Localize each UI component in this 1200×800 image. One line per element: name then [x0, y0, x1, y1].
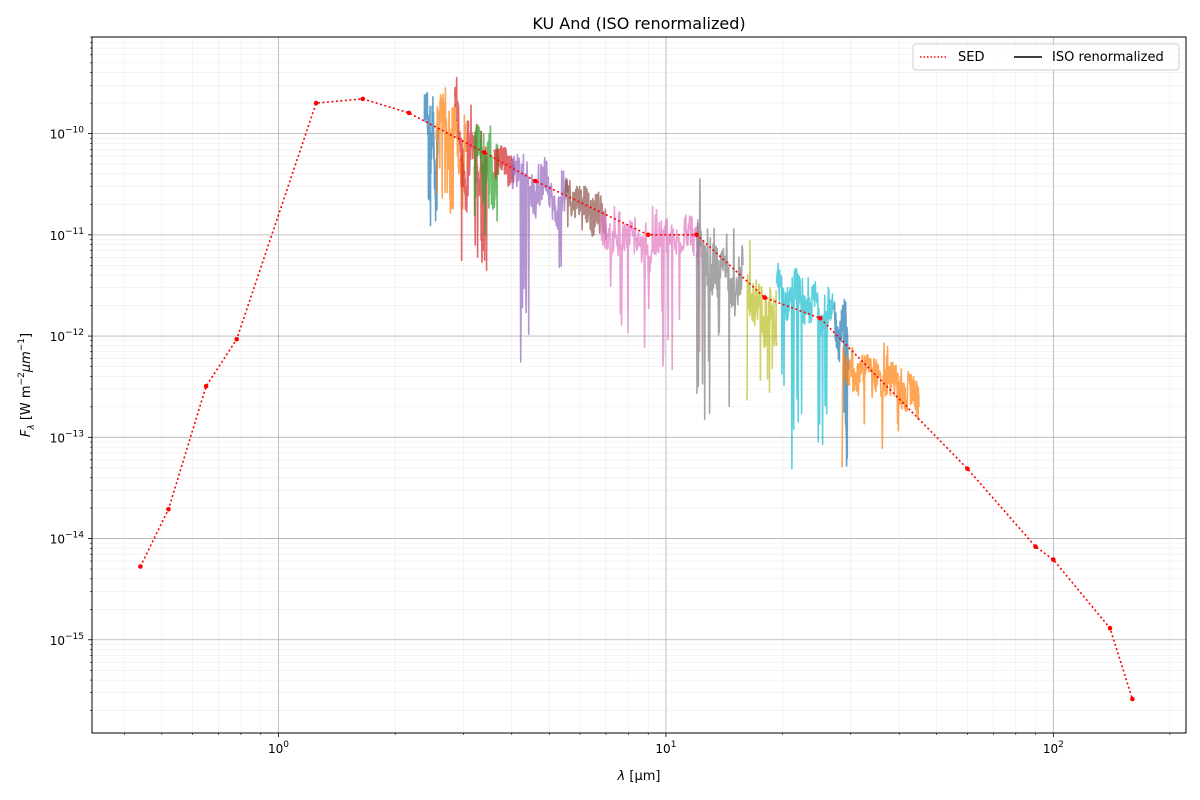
legend-box: [912, 43, 1180, 71]
iso-spectrum-segment: [746, 239, 778, 401]
iso-spectrum-segment: [841, 342, 920, 468]
plot-frame: [91, 36, 1187, 734]
sed-point: [138, 564, 143, 569]
iso-spectrum-segment: [833, 298, 850, 467]
sed-point: [482, 150, 487, 155]
y-tick-label: 10−12: [50, 328, 84, 344]
y-axis-unit-end: ]: [19, 333, 34, 338]
sed-point: [406, 110, 412, 116]
sed-point: [965, 466, 970, 472]
iso-spectrum-segment: [493, 145, 515, 187]
iso-spectra: [423, 76, 920, 470]
x-tick-label: 100: [268, 740, 289, 756]
y-tick-label: 10−15: [50, 632, 84, 648]
sed-point: [1107, 625, 1113, 631]
sed-point: [1130, 696, 1135, 702]
sed-point: [203, 383, 209, 389]
iso-spectrum-segment: [564, 179, 607, 241]
y-tick-label: 10−11: [50, 227, 84, 243]
iso-spectrum-segment: [775, 262, 834, 470]
sed-point: [313, 100, 319, 106]
iso-spectrum-segment: [423, 92, 439, 227]
sed-point: [1033, 544, 1038, 549]
y-axis-title: Fλ [W m−2μm−1]: [17, 333, 37, 437]
sed-point: [1051, 557, 1056, 562]
x-axis-title: λ [μm]: [617, 769, 661, 784]
x-axis-unit: [μm]: [629, 769, 660, 784]
sed-point: [166, 506, 171, 512]
y-tick-label: 10−10: [50, 126, 85, 142]
major-grid: [92, 37, 1186, 733]
axis-ticks: [88, 36, 1171, 737]
tick-labels: 100 101 102 10−15 10−14 10−13 10−12 10−11 10−10: [50, 126, 1064, 756]
y-tick-label: 10−13: [50, 429, 84, 445]
iso-spectrum-segment: [473, 124, 500, 235]
y-axis-unit-b: μm: [19, 351, 34, 373]
x-tick-label: 102: [1043, 740, 1064, 756]
iso-spectrum-segment: [695, 178, 744, 421]
y-axis-unit-a: [W m: [19, 385, 34, 420]
legend-label-iso: ISO renormalized: [1052, 50, 1164, 65]
y-axis-sup-1: −2: [17, 372, 27, 385]
sed-point: [817, 315, 823, 321]
sed-point: [762, 295, 768, 300]
sed-point: [234, 337, 239, 342]
y-axis-sup-2: −1: [17, 338, 27, 351]
legend-label-sed: SED: [958, 50, 984, 65]
y-axis-subscript: λ: [27, 424, 37, 430]
y-tick-label: 10−14: [50, 531, 85, 547]
chart-title: KU And (ISO renormalized): [532, 14, 745, 33]
x-axis-symbol: λ: [617, 769, 626, 784]
sed-line: [139, 98, 1134, 700]
sed-series: [138, 96, 1135, 702]
sed-point: [533, 178, 538, 184]
x-tick-label: 101: [655, 740, 676, 756]
iso-spectrum-segment: [511, 153, 570, 363]
legend: SED ISO renormalized: [912, 43, 1180, 71]
sed-point: [694, 232, 699, 238]
y-axis-symbol: F: [19, 429, 34, 437]
sed-point: [360, 96, 366, 102]
minor-grid: [92, 36, 1186, 733]
sed-point: [645, 232, 651, 238]
